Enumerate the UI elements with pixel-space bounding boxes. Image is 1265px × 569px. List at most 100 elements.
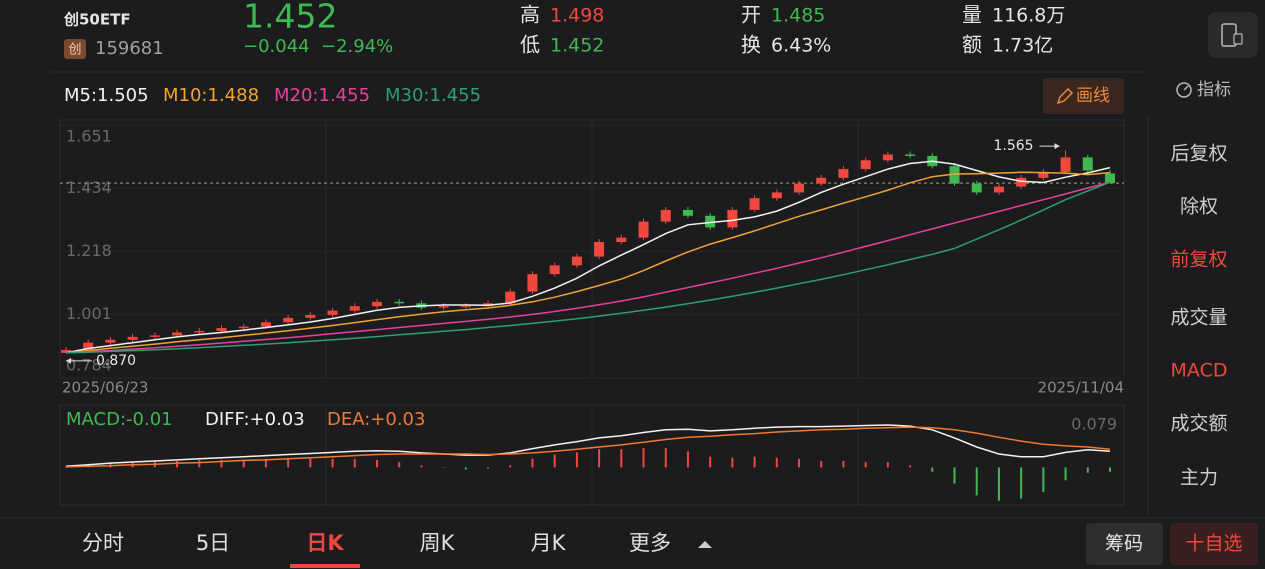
candle-body	[571, 256, 582, 266]
candle-body	[749, 198, 760, 210]
ma-legend: M20:1.455	[274, 85, 370, 106]
candle-body	[505, 291, 516, 304]
candle-body	[83, 342, 94, 350]
candle-body	[238, 326, 249, 329]
y-tick-label: 0.784	[66, 356, 112, 375]
candle-body	[727, 209, 738, 228]
stat-label: 额	[962, 33, 982, 57]
candle-body	[860, 160, 871, 170]
y-tick-label: 1.001	[66, 304, 112, 323]
max-label: 1.565	[993, 138, 1033, 154]
candle-body	[394, 301, 405, 304]
stat-value: 1.498	[550, 5, 604, 27]
tab[interactable]: 月K	[531, 531, 567, 555]
candle-body	[594, 242, 605, 257]
candle-body	[682, 209, 693, 216]
draw-button-label: 画线	[1076, 86, 1110, 106]
sidebar-item[interactable]: 除权	[1180, 196, 1218, 218]
sidebar-item[interactable]: 成交额	[1170, 413, 1227, 435]
stat-label: 开	[741, 3, 761, 27]
candle-body	[882, 154, 893, 161]
price-change: −0.044	[243, 36, 310, 57]
tab[interactable]: 分时	[82, 531, 124, 555]
candle-body	[971, 183, 982, 193]
ma-legend: M30:1.455	[385, 85, 481, 106]
macd-legend: DEA:+0.03	[327, 409, 425, 430]
indicator-button[interactable]: 指标	[1197, 80, 1231, 100]
candle-body	[371, 301, 382, 307]
candle-body	[527, 274, 538, 292]
tab[interactable]: 日K	[306, 531, 344, 555]
candle-body	[616, 237, 627, 243]
ma-line	[65, 171, 1111, 354]
stat-value: 116.8万	[992, 5, 1065, 27]
sidebar-item[interactable]: 成交量	[1170, 307, 1227, 329]
candle-body	[993, 186, 1004, 193]
candle-body	[327, 310, 338, 315]
candle-body	[638, 221, 649, 238]
candle-body	[660, 209, 671, 222]
candle-body	[61, 349, 71, 353]
chips-button[interactable]	[1086, 523, 1163, 565]
tab[interactable]: 5日	[196, 531, 230, 555]
ma-legend: M10:1.488	[163, 85, 259, 106]
stat-value: 1.485	[771, 5, 825, 27]
candle-body	[349, 306, 360, 311]
stat-label: 量	[962, 3, 982, 27]
candle-body	[794, 183, 805, 193]
candle-body	[105, 339, 116, 343]
candle-body	[149, 335, 160, 337]
tab[interactable]: 更多	[629, 531, 671, 555]
gauge-icon	[1176, 82, 1192, 98]
candle-body	[260, 322, 271, 327]
candle-body	[816, 177, 827, 184]
price-change-pct: −2.94%	[321, 36, 393, 57]
macd-legend: MACD:-0.01	[66, 409, 173, 430]
dea-line	[65, 426, 1111, 468]
stat-value: 1.452	[550, 35, 604, 57]
last-price: 1.452	[243, 0, 337, 36]
diff-line	[65, 424, 1111, 468]
candle-body	[460, 306, 471, 308]
candle-body	[838, 169, 849, 178]
candle-body	[1060, 157, 1071, 172]
macd-legend: DIFF:+0.03	[205, 409, 305, 430]
sidebar-item[interactable]: MACD	[1171, 360, 1228, 382]
ma-legend: M5:1.505	[64, 85, 149, 106]
x-label: 2025/11/04	[1038, 379, 1124, 397]
tab-indicator	[290, 564, 360, 568]
watchlist-button[interactable]	[1170, 523, 1258, 565]
candle-body	[438, 306, 449, 308]
candle-body	[305, 314, 316, 318]
candle-body	[216, 328, 227, 332]
stat-label: 换	[741, 33, 761, 57]
watchlist-label: 十自选	[1185, 533, 1242, 555]
badge	[64, 39, 86, 59]
device-icon	[1233, 33, 1243, 45]
security-code: 159681	[95, 38, 164, 59]
candle-body	[705, 215, 716, 228]
candle-body	[949, 166, 960, 184]
stat-label: 高	[520, 3, 540, 27]
device-button[interactable]	[1208, 12, 1258, 58]
draw-button[interactable]	[1043, 78, 1124, 114]
candle-body	[1038, 171, 1049, 178]
gauge-icon	[1183, 85, 1189, 91]
ma-line	[65, 181, 1111, 354]
sidebar-item[interactable]: 前复权	[1170, 249, 1227, 271]
stat-label: 低	[520, 33, 540, 57]
y-tick-label: 1.434	[66, 178, 112, 197]
y-tick-label: 1.651	[66, 127, 112, 146]
candle-body	[549, 265, 560, 275]
chips-label: 筹码	[1105, 533, 1143, 555]
stat-value: 6.43%	[771, 35, 831, 57]
security-name: 创50ETF	[63, 11, 131, 29]
ma-line	[65, 181, 1111, 354]
sidebar-item[interactable]: 后复权	[1170, 143, 1227, 165]
x-label: 2025/06/23	[62, 379, 148, 397]
sidebar-item[interactable]: 主力	[1180, 467, 1218, 489]
more-caret	[698, 541, 712, 548]
tab[interactable]: 周K	[420, 531, 456, 555]
candle-body	[194, 331, 205, 333]
